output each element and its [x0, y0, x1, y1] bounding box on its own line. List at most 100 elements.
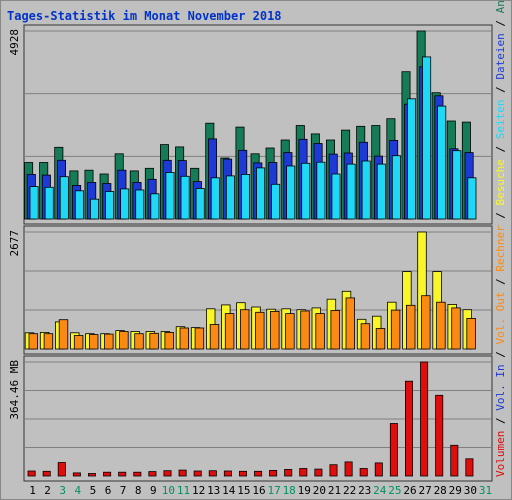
bar-volumen-day-12 [193, 470, 202, 477]
bar-volumen-day-15 [238, 470, 247, 477]
x-label-day-23: 23 [358, 484, 371, 497]
x-label-day-25: 25 [388, 484, 401, 497]
bar-rechner-day-25 [390, 309, 401, 350]
x-label-day-8: 8 [135, 484, 142, 497]
legend-spacer [494, 272, 507, 279]
bar-rechner-day-1 [28, 333, 39, 350]
bar-seiten-day-24 [376, 163, 386, 220]
legend-spacer [494, 27, 507, 34]
bar-rechner-day-14 [224, 313, 235, 350]
x-label-day-18: 18 [283, 484, 296, 497]
bar-volumen-day-24 [374, 462, 383, 477]
bar-seiten-day-12 [195, 188, 205, 220]
bar-volumen-day-3 [57, 462, 66, 477]
bar-seiten-day-29 [452, 150, 462, 220]
bar-rechner-day-6 [104, 333, 114, 350]
legend-entry: Seiten [494, 99, 507, 139]
bar-volumen-day-4 [72, 472, 81, 477]
bar-volumen-day-19 [299, 468, 308, 477]
legend-spacer [494, 139, 507, 146]
x-label-day-31: 31 [479, 484, 492, 497]
bar-rechner-day-8 [134, 333, 144, 350]
bar-volumen-day-17 [269, 469, 278, 477]
bar-seiten-day-16 [256, 167, 266, 220]
bar-seiten-day-4 [74, 190, 84, 220]
bar-seiten-day-1 [29, 186, 39, 220]
x-label-day-5: 5 [90, 484, 97, 497]
bar-rechner-day-7 [119, 331, 129, 350]
x-label-day-1: 1 [29, 484, 36, 497]
bar-volumen-day-7 [118, 471, 127, 477]
bar-rechner-day-24 [375, 328, 386, 350]
bar-seiten-day-25 [391, 155, 401, 220]
bar-rechner-day-15 [239, 309, 250, 350]
bar-seiten-day-19 [301, 162, 311, 220]
legend-spacer [494, 13, 507, 20]
bar-volumen-day-21 [329, 464, 338, 477]
bar-rechner-day-13 [209, 324, 220, 350]
bar-rechner-day-5 [89, 334, 99, 350]
bar-rechner-day-17 [270, 310, 280, 350]
bar-seiten-day-8 [135, 189, 145, 220]
legend-entry: / [494, 351, 507, 358]
x-label-day-13: 13 [207, 484, 220, 497]
legend-spacer [494, 285, 507, 292]
bar-seiten-day-5 [90, 198, 100, 220]
right-legend-text: Volumen / Vol. In / Vol. Out / Rechner /… [494, 1, 507, 477]
bar-volumen-day-6 [103, 471, 112, 477]
bar-seiten-day-14 [225, 175, 235, 220]
bar-volumen-day-1 [27, 470, 36, 477]
bar-volumen-day-27 [420, 361, 429, 477]
panel-top [23, 24, 493, 225]
bar-seiten-day-6 [105, 191, 115, 220]
x-label-day-28: 28 [434, 484, 447, 497]
x-label-day-2: 2 [44, 484, 51, 497]
x-label-day-15: 15 [237, 484, 250, 497]
bar-rechner-day-4 [73, 335, 84, 350]
legend-entry: / [494, 417, 507, 424]
right-legend: Volumen / Vol. In / Vol. Out / Rechner /… [494, 1, 507, 477]
x-label-day-24: 24 [373, 484, 387, 497]
legend-entry: / [494, 86, 507, 93]
bar-seiten-day-23 [361, 160, 371, 220]
legend-spacer [494, 93, 507, 100]
bar-rechner-day-29 [451, 307, 461, 350]
series-rechner [28, 295, 476, 350]
bar-rechner-day-2 [43, 333, 54, 350]
bar-seiten-day-27 [422, 56, 432, 220]
legend-spacer [494, 205, 507, 212]
bar-rechner-day-12 [194, 327, 205, 350]
bar-volumen-day-9 [148, 471, 157, 477]
x-label-day-26: 26 [403, 484, 416, 497]
legend-entry: / [494, 20, 507, 27]
x-label-day-9: 9 [150, 484, 157, 497]
bar-rechner-day-10 [164, 331, 174, 350]
x-label-day-10: 10 [162, 484, 175, 497]
bar-rechner-day-28 [436, 301, 446, 350]
x-label-day-21: 21 [328, 484, 341, 497]
x-label-day-14: 14 [222, 484, 236, 497]
bar-rechner-day-30 [466, 317, 476, 350]
bar-rechner-day-9 [149, 332, 159, 350]
series-volumen [27, 361, 474, 477]
bar-volumen-day-16 [254, 470, 263, 477]
legend-entry: / [494, 212, 507, 219]
bar-rechner-day-26 [405, 304, 416, 350]
bar-seiten-day-15 [240, 173, 250, 220]
bar-volumen-day-28 [435, 394, 444, 477]
x-label-day-29: 29 [449, 484, 462, 497]
bar-seiten-day-3 [59, 176, 69, 220]
legend-entry: Volumen [494, 431, 507, 477]
x-label-day-6: 6 [105, 484, 112, 497]
x-label-day-7: 7 [120, 484, 127, 497]
legend-entry: Dateien [494, 33, 507, 79]
bar-rechner-day-19 [300, 310, 310, 350]
y-max-label-top: 4928 [8, 29, 21, 56]
bar-seiten-day-9 [150, 193, 160, 220]
legend-spacer [494, 152, 507, 159]
bar-rechner-day-11 [179, 327, 190, 350]
bar-rechner-day-20 [315, 313, 325, 350]
bar-volumen-day-14 [223, 470, 232, 477]
